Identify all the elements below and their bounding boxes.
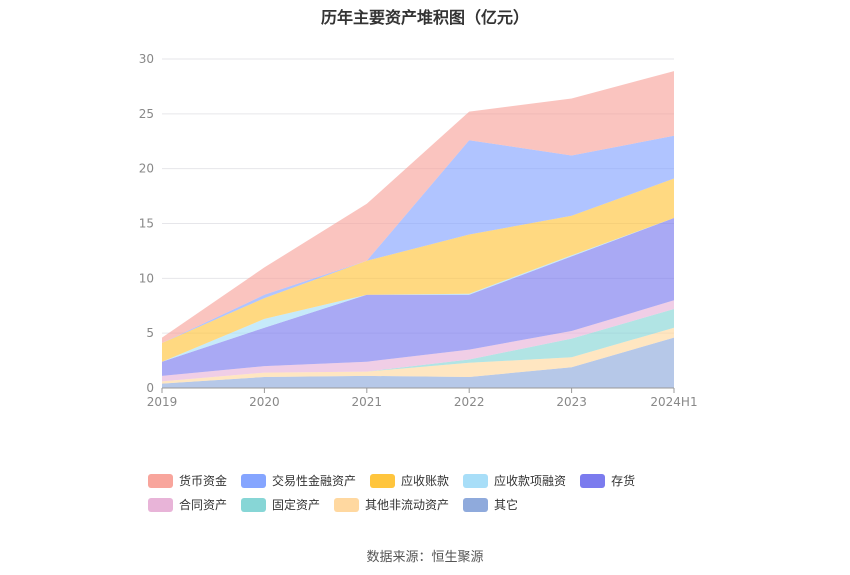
- legend-label: 固定资产: [272, 498, 321, 512]
- area-series: [162, 309, 674, 382]
- legend-swatch: [370, 473, 396, 488]
- area-series: [162, 71, 674, 343]
- x-tick-label: 2019: [147, 395, 178, 409]
- y-tick-label: 25: [139, 107, 154, 121]
- legend-item[interactable]: 其它: [463, 496, 518, 513]
- x-tick-label: 2020: [249, 395, 280, 409]
- y-tick-label: 5: [146, 326, 154, 340]
- legend-item[interactable]: 其他非流动资产: [334, 496, 449, 513]
- y-tick-label: 30: [139, 52, 154, 66]
- legend-item[interactable]: 应收款项融资: [463, 472, 566, 489]
- legend-swatch: [463, 497, 489, 512]
- legend-swatch: [241, 473, 267, 488]
- legend-swatch: [580, 473, 606, 488]
- area-series: [162, 178, 674, 362]
- x-tick-label: 2024H1: [650, 395, 697, 409]
- legend-item[interactable]: 合同资产: [148, 496, 227, 513]
- axes: 0 5 10 15 20 25 30 2019 2020 2021 2022 2023 2024H1: [139, 52, 698, 409]
- chart-title: 历年主要资产堆积图（亿元）: [320, 8, 529, 27]
- legend: 货币资金 交易性金融资产 应收账款 应收款项融资 存货合同资产 固定资产 其他非流动资产 其它: [148, 472, 728, 513]
- y-tick-label: 20: [139, 162, 154, 176]
- area-series: [162, 135, 674, 343]
- legend-swatch: [334, 497, 360, 512]
- legend-label: 货币资金: [179, 474, 228, 488]
- area-series: [162, 327, 674, 384]
- legend-item[interactable]: 交易性金融资产: [241, 472, 356, 489]
- area-series-layer: [162, 71, 674, 388]
- legend-item[interactable]: 固定资产: [241, 496, 320, 513]
- legend-label: 存货: [611, 474, 636, 488]
- y-tick-label: 0: [146, 381, 154, 395]
- legend-item[interactable]: 存货: [580, 472, 635, 489]
- legend-label: 其他非流动资产: [365, 498, 450, 512]
- source-note: 数据来源：恒生聚源: [366, 550, 484, 565]
- legend-swatch: [241, 497, 267, 512]
- legend-label: 合同资产: [179, 498, 228, 512]
- legend-item[interactable]: 应收账款: [370, 472, 449, 489]
- y-tick-label: 15: [139, 217, 154, 231]
- legend-item[interactable]: 货币资金: [148, 472, 227, 489]
- x-tick-label: 2022: [454, 395, 485, 409]
- x-tick-label: 2023: [556, 395, 587, 409]
- x-tick-label: 2021: [352, 395, 383, 409]
- area-series: [162, 300, 674, 382]
- legend-label: 应收款项融资: [494, 474, 567, 488]
- legend-swatch: [463, 473, 489, 488]
- area-series: [162, 337, 674, 388]
- area-series: [162, 218, 674, 376]
- legend-label: 应收账款: [401, 474, 450, 488]
- legend-label: 交易性金融资产: [272, 474, 357, 488]
- legend-label: 其它: [494, 498, 519, 512]
- y-tick-label: 10: [139, 271, 154, 285]
- legend-swatch: [148, 473, 173, 488]
- legend-swatch: [148, 497, 173, 512]
